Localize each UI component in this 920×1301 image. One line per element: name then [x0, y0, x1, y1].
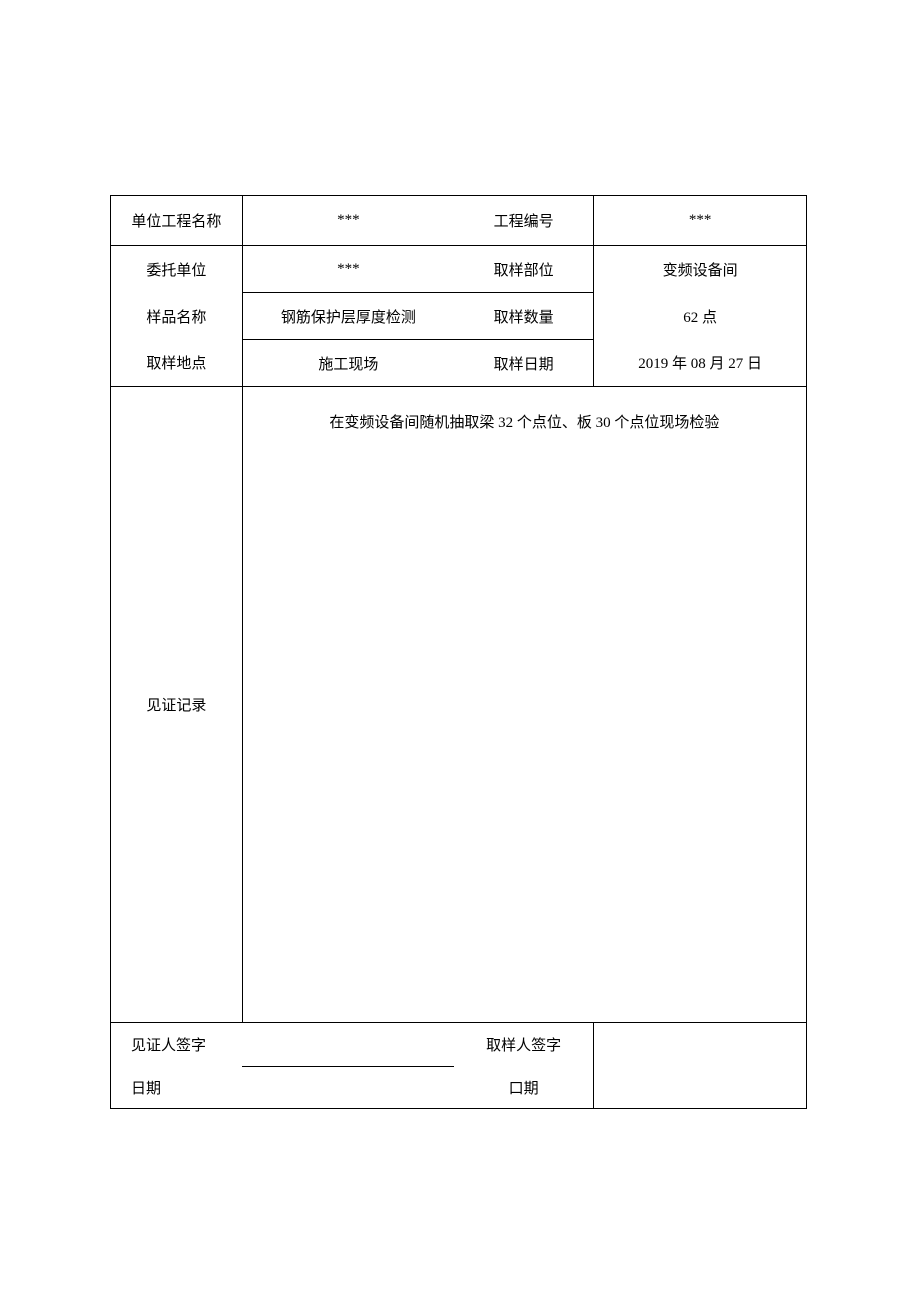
- row-sample-name: 样品名称 钢筋保护层厚度检测 取样数量 62 点: [111, 293, 807, 340]
- row-date: 日期 口期: [111, 1067, 807, 1109]
- label-sampling-quantity: 取样数量: [454, 293, 594, 340]
- label-witness-date: 日期: [111, 1067, 243, 1109]
- value-sampler-signature: [594, 1023, 807, 1067]
- label-sample-name: 样品名称: [111, 293, 243, 340]
- value-witness-date: [242, 1067, 454, 1109]
- value-sample-name: 钢筋保护层厚度检测: [242, 293, 454, 340]
- value-witness-record: 在变频设备间随机抽取梁 32 个点位、板 30 个点位现场检验: [242, 387, 806, 1023]
- value-sampling-quantity: 62 点: [594, 293, 807, 340]
- value-client: ***: [242, 246, 454, 293]
- value-sampling-location: 变频设备间: [594, 246, 807, 293]
- value-project-number: ***: [594, 196, 807, 246]
- row-client: 委托单位 *** 取样部位 变频设备间: [111, 246, 807, 293]
- value-witness-signature: [242, 1023, 454, 1067]
- label-client: 委托单位: [111, 246, 243, 293]
- label-sampling-date: 取样日期: [454, 340, 594, 387]
- label-sampling-place: 取样地点: [111, 340, 243, 387]
- form-table: 单位工程名称 *** 工程编号 *** 委托单位 *** 取样部位 变频设备间 …: [110, 195, 807, 1109]
- label-witness-signature: 见证人签字: [111, 1023, 243, 1067]
- value-sampler-date: [594, 1067, 807, 1109]
- label-sampling-location: 取样部位: [454, 246, 594, 293]
- label-sampler-signature: 取样人签字: [454, 1023, 594, 1067]
- row-project-name: 单位工程名称 *** 工程编号 ***: [111, 196, 807, 246]
- form-table-container: 单位工程名称 *** 工程编号 *** 委托单位 *** 取样部位 变频设备间 …: [110, 195, 807, 1109]
- value-project-name: ***: [242, 196, 454, 246]
- row-signature: 见证人签字 取样人签字: [111, 1023, 807, 1067]
- value-sampling-place: 施工现场: [242, 340, 454, 387]
- row-sampling-place: 取样地点 施工现场 取样日期 2019 年 08 月 27 日: [111, 340, 807, 387]
- label-sampler-date: 口期: [454, 1067, 594, 1109]
- label-project-name: 单位工程名称: [111, 196, 243, 246]
- row-witness-record: 见证记录 在变频设备间随机抽取梁 32 个点位、板 30 个点位现场检验: [111, 387, 807, 1023]
- label-project-number: 工程编号: [454, 196, 594, 246]
- value-sampling-date: 2019 年 08 月 27 日: [594, 340, 807, 387]
- label-witness-record: 见证记录: [111, 387, 243, 1023]
